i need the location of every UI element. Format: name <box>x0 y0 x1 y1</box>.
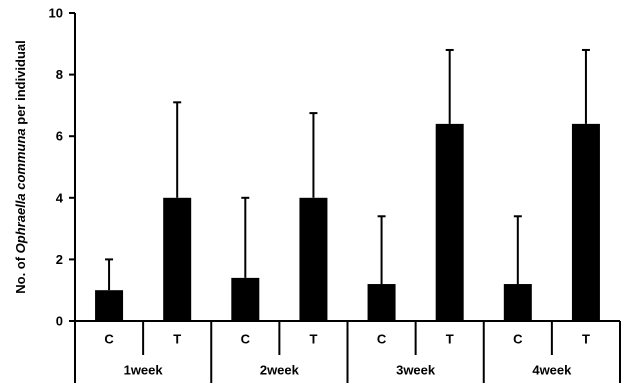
condition-label-t: T <box>173 332 181 347</box>
condition-label-c: C <box>241 332 251 347</box>
condition-label-c: C <box>513 332 523 347</box>
bars <box>95 48 600 321</box>
y-tick-label: 6 <box>56 129 63 144</box>
bar-4week-C <box>503 284 532 321</box>
y-tick-label: 4 <box>56 190 64 205</box>
condition-label-t: T <box>446 332 454 347</box>
y-axis-label: No. of Ophraella communa per individual <box>13 40 28 294</box>
bar-1week-T <box>163 197 192 321</box>
bar-2week-T <box>299 197 328 321</box>
condition-label-t: T <box>582 332 590 347</box>
condition-label-c: C <box>377 332 387 347</box>
bar-3week-C <box>367 284 396 321</box>
condition-label-c: C <box>104 332 114 347</box>
y-tick-label: 8 <box>56 67 63 82</box>
condition-label-t: T <box>309 332 317 347</box>
y-tick-label: 2 <box>56 252 63 267</box>
bar-2week-C <box>231 277 260 321</box>
week-label: 3week <box>396 363 436 378</box>
week-label: 1week <box>124 363 164 378</box>
bar-1week-C <box>95 290 124 321</box>
y-tick-label: 0 <box>56 314 63 329</box>
y-axis: 0 2 4 6 8 10 <box>49 6 76 329</box>
x-axis: C T 1week C T 2week C T 3week C T 4week <box>74 320 621 383</box>
bar-4week-T <box>571 123 600 321</box>
bar-3week-T <box>435 123 464 321</box>
y-tick-label: 10 <box>49 6 63 21</box>
y-axis-title: No. of Ophraella communa per individual <box>13 40 28 294</box>
week-label: 2week <box>260 363 300 378</box>
week-label: 4week <box>532 363 572 378</box>
